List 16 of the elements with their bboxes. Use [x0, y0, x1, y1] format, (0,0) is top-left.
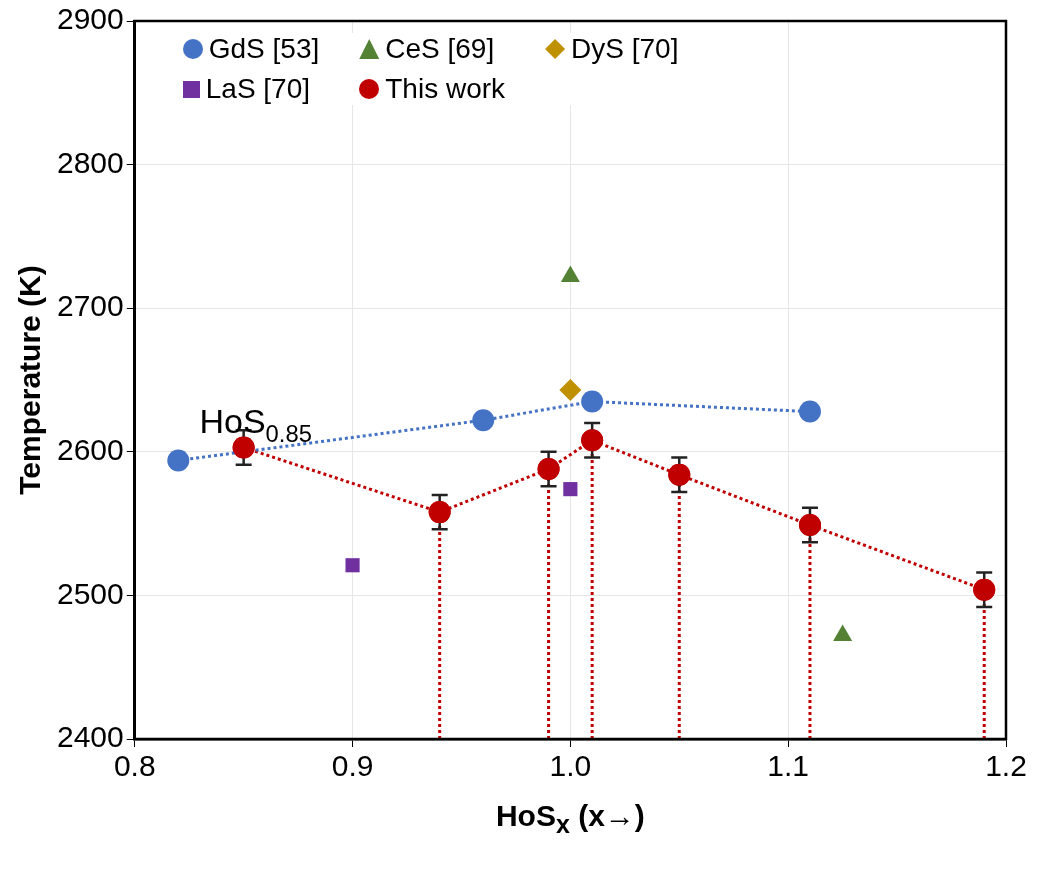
- x-tick-label: 1.2: [985, 749, 1027, 783]
- legend-label: LaS [70]: [205, 73, 311, 105]
- legend-label: This work: [385, 73, 506, 105]
- y-tick-label: 2500: [56, 576, 124, 610]
- legend-label: CeS [69]: [385, 33, 495, 65]
- x-tick-label: 1.1: [767, 749, 810, 783]
- x-tick-label: 0.9: [331, 749, 374, 783]
- x-tick-label: 1.0: [549, 749, 592, 783]
- legend-label: DyS [70]: [571, 33, 679, 65]
- y-tick-label: 2900: [56, 2, 124, 36]
- y-tick-label: 2800: [56, 145, 124, 179]
- x-axis-title: HoS$_{x}$ (x→): [494, 799, 646, 839]
- y-axis-title: Temperature (K): [13, 265, 47, 495]
- y-tick-label: 2700: [56, 289, 124, 323]
- legend-label: GdS [53]: [208, 33, 320, 65]
- y-tick-label: 2600: [56, 433, 124, 467]
